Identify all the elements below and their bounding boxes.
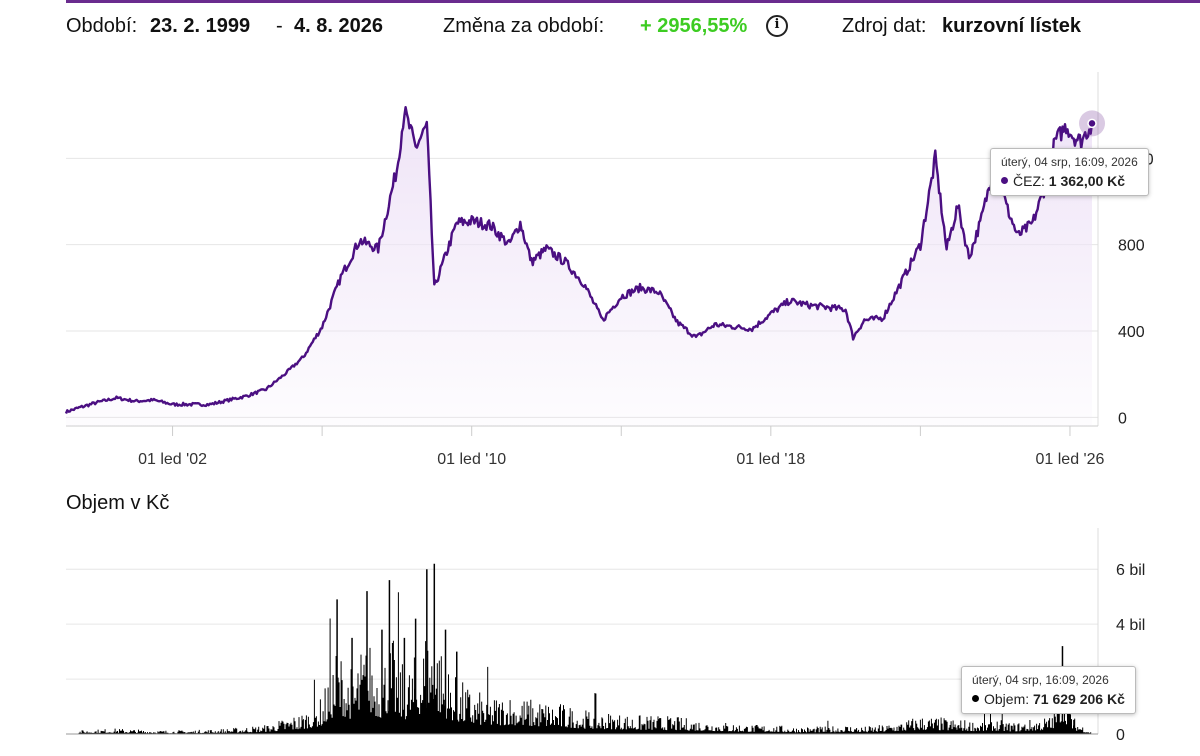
period-label: Období:: [66, 15, 138, 37]
price-line: [64, 106, 1094, 414]
source-label: Zdroj dat:: [842, 15, 927, 37]
change-label: Změna za období:: [443, 15, 605, 37]
chart-header: Období: 23. 2. 1999 - 4. 8. 2026 Změna z…: [66, 12, 1186, 40]
price-y-tick-label: 0: [1118, 410, 1127, 427]
price-hover-point: [1087, 118, 1097, 129]
volume-y-tick-label: 4 bil: [1116, 617, 1145, 634]
volume-y-tick-label: 6 bil: [1116, 562, 1145, 579]
price-x-tick-label: 01 led '18: [736, 451, 805, 468]
period-from[interactable]: 23. 2. 1999: [150, 15, 251, 37]
price-area: [66, 107, 1092, 426]
price-tooltip: úterý, 04 srp, 16:09, 2026 ČEZ: 1 362,00…: [990, 148, 1149, 196]
price-tooltip-date: úterý, 04 srp, 16:09, 2026: [1001, 155, 1138, 169]
volume-chart[interactable]: 0 4 bil 6 bil: [0, 520, 1200, 756]
info-icon[interactable]: i: [766, 15, 788, 37]
price-tooltip-series: ČEZ: [1013, 173, 1041, 189]
price-x-tick-label: 01 led '10: [437, 451, 506, 468]
price-series-dot-icon: [1001, 177, 1008, 184]
source-value: kurzovní lístek: [942, 15, 1081, 37]
price-x-tick-label: 01 led '02: [138, 451, 207, 468]
price-x-tick-label: 01 led '26: [1036, 451, 1105, 468]
volume-tooltip: úterý, 04 srp, 16:09, 2026 Objem: 71 629…: [961, 666, 1136, 714]
period-separator: -: [276, 15, 283, 37]
volume-y-tick-label: 0: [1116, 727, 1125, 744]
volume-tooltip-date: úterý, 04 srp, 16:09, 2026: [972, 673, 1109, 687]
volume-title: Objem v Kč: [66, 492, 170, 514]
price-y-tick-label: 800: [1118, 238, 1145, 255]
volume-tooltip-series: Objem: [984, 691, 1026, 707]
top-accent-line: [66, 0, 1200, 3]
price-tooltip-value: 1 362,00 Kč: [1048, 173, 1126, 189]
volume-tooltip-value: 71 629 206 Kč: [1033, 691, 1125, 707]
volume-series-dot-icon: [972, 695, 979, 702]
volume-bars: [78, 592, 1093, 734]
change-value: + 2956,55%: [640, 15, 748, 37]
price-y-tick-label: 400: [1118, 324, 1145, 341]
period-to[interactable]: 4. 8. 2026: [294, 15, 383, 37]
